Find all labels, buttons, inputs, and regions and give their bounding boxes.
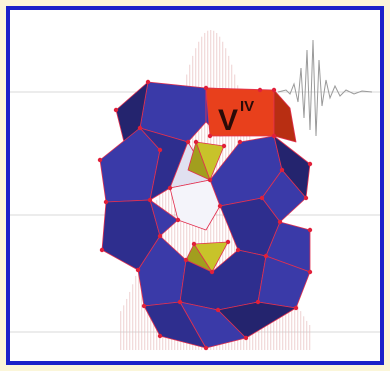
spectrum-bar (129, 291, 131, 350)
oxygen-vertices (97, 79, 313, 351)
spectrum-bar (288, 284, 290, 350)
oxygen-vertex (277, 219, 283, 225)
oxygen-vertex (259, 195, 265, 201)
oxygen-vertex (175, 217, 181, 223)
oxygen-vertex (97, 157, 103, 163)
oxygen-vertex (203, 85, 209, 91)
vanadium-label: V (218, 104, 238, 137)
spectrum-bar (294, 298, 296, 350)
oxygen-vertex (185, 139, 191, 145)
oxygen-vertex (303, 195, 309, 201)
spectrum-bar (132, 284, 134, 350)
spectrum-bar (138, 266, 140, 350)
spectrum-bar (303, 316, 305, 350)
spectrum-bar (171, 134, 173, 350)
oxygen-vertex (167, 185, 173, 191)
oxygen-vertex (237, 139, 243, 145)
spectrum-bar (126, 298, 128, 350)
spectrum-bar (297, 305, 299, 350)
oxygen-vertex (307, 227, 313, 233)
oxygen-vertex (225, 239, 231, 245)
spectrum-bar (135, 275, 137, 350)
oxygen-vertex (113, 107, 119, 113)
oxygen-vertex (271, 133, 277, 139)
spectrum-bar (291, 291, 293, 350)
spectrum-bar (309, 325, 311, 350)
oxygen-vertex (217, 203, 223, 209)
oxygen-vertex (207, 133, 213, 139)
spectrum-bar (123, 305, 125, 350)
spectrum-bar (180, 96, 182, 350)
oxygen-vertex (255, 299, 261, 305)
oxygen-vertex (145, 79, 151, 85)
oxygen-vertex (263, 253, 269, 259)
spectrum-bar (141, 257, 143, 350)
polyoxometalate-figure: V IV (10, 30, 380, 351)
figure-frame: V IV (6, 6, 384, 365)
oxygen-vertex (221, 143, 227, 149)
spectrum-bar (306, 320, 308, 350)
background-signal-trace (277, 39, 373, 137)
oxygen-vertex (279, 167, 285, 173)
oxygen-vertex (215, 307, 221, 313)
oxygen-vertex (147, 197, 153, 203)
oxygen-vertex (271, 87, 277, 93)
oxygen-vertex (307, 161, 313, 167)
oxygen-vertex (307, 269, 313, 275)
oxygen-vertex (157, 233, 163, 239)
oxygen-vertex (183, 257, 189, 263)
oxygen-vertex (135, 267, 141, 273)
oxygen-vertex (257, 87, 263, 93)
oxygen-vertex (207, 177, 213, 183)
oxygen-vertex (157, 147, 163, 153)
oxygen-vertex (293, 305, 299, 311)
oxygen-vertex (243, 335, 249, 341)
spectrum-bar (174, 121, 176, 350)
oxygen-vertex (103, 199, 109, 205)
oxygen-vertex (235, 247, 241, 253)
oxygen-vertex (137, 125, 143, 131)
oxygen-vertex (193, 139, 199, 145)
oxygen-vertex (141, 303, 147, 309)
oxygen-vertex (203, 345, 209, 351)
cluster (99, 81, 311, 349)
oxygen-vertex (191, 241, 197, 247)
oxygen-vertex (157, 333, 163, 339)
spectrum-bar (120, 311, 122, 350)
oxygen-vertex (209, 269, 215, 275)
vanadium-oxidation-state: IV (240, 98, 254, 115)
oxygen-vertex (177, 299, 183, 305)
oxygen-vertex (99, 247, 105, 253)
spectrum-bar (177, 108, 179, 350)
spectrum-bar (300, 311, 302, 350)
